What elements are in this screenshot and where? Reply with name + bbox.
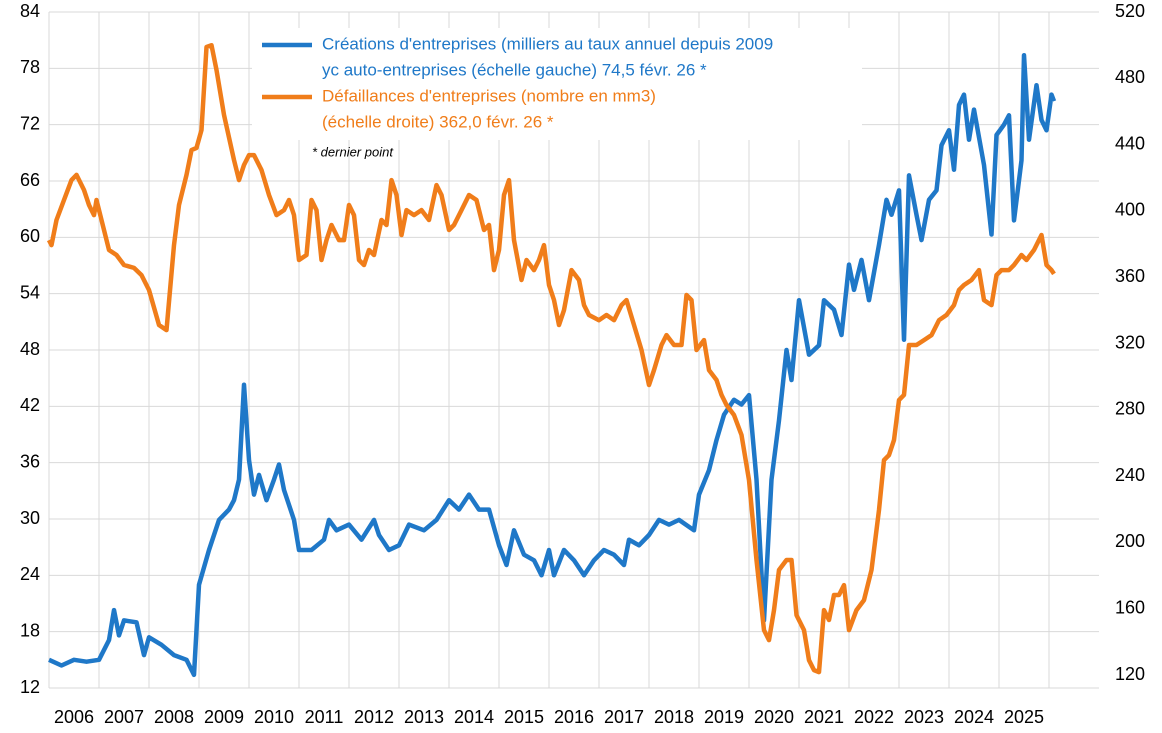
- x-tick-label: 2025: [1004, 707, 1044, 727]
- legend-box: [252, 28, 862, 140]
- series-line: [46, 42, 1056, 675]
- y-tick-label: 72: [20, 113, 40, 133]
- x-tick-label: 2015: [504, 707, 544, 727]
- y2-tick-label: 240: [1115, 465, 1145, 485]
- legend-label: (échelle droite) 362,0 févr. 26 *: [322, 112, 554, 131]
- x-tick-label: 2012: [354, 707, 394, 727]
- y2-tick-label: 200: [1115, 531, 1145, 551]
- y2-tick-label: 320: [1115, 332, 1145, 352]
- legend: Créations d'entreprises (milliers au tau…: [252, 28, 862, 140]
- x-tick-label: 2008: [154, 707, 194, 727]
- y2-tick-label: 360: [1115, 266, 1145, 286]
- x-tick-label: 2024: [954, 707, 994, 727]
- y-tick-label: 54: [20, 282, 40, 302]
- x-tick-label: 2020: [754, 707, 794, 727]
- legend-label: Défaillances d'entreprises (nombre en mm…: [322, 86, 656, 105]
- y2-tick-label: 400: [1115, 200, 1145, 220]
- y2-tick-label: 440: [1115, 133, 1145, 153]
- x-tick-label: 2010: [254, 707, 294, 727]
- y2-tick-label: 120: [1115, 664, 1145, 684]
- y-tick-label: 36: [20, 451, 40, 471]
- x-tick-label: 2009: [204, 707, 244, 727]
- x-tick-label: 2023: [904, 707, 944, 727]
- legend-label: yc auto-entreprises (échelle gauche) 74,…: [322, 60, 707, 79]
- x-tick-label: 2013: [404, 707, 444, 727]
- x-tick-label: 2014: [454, 707, 494, 727]
- x-tick-label: 2006: [54, 707, 94, 727]
- y-tick-label: 66: [20, 170, 40, 190]
- y2-tick-label: 520: [1115, 1, 1145, 21]
- y2-tick-label: 280: [1115, 399, 1145, 419]
- y-tick-label: 18: [20, 620, 40, 640]
- x-tick-label: 2011: [305, 707, 344, 727]
- lines: [46, 42, 1057, 678]
- x-tick-label: 2019: [704, 707, 744, 727]
- y-tick-label: 78: [20, 57, 40, 77]
- y-tick-label: 84: [20, 1, 40, 21]
- legend-label: Créations d'entreprises (milliers au tau…: [322, 34, 773, 53]
- y-tick-label: 12: [20, 677, 40, 697]
- x-tick-label: 2022: [854, 707, 894, 727]
- x-tick-label: 2017: [604, 707, 644, 727]
- x-tick-label: 2007: [104, 707, 144, 727]
- y-tick-label: 48: [20, 339, 40, 359]
- series-line: [48, 52, 1057, 678]
- y2-tick-label: 480: [1115, 67, 1145, 87]
- y2-tick-label: 160: [1115, 598, 1145, 618]
- note: * dernier point: [312, 144, 394, 159]
- x-tick-label: 2016: [554, 707, 594, 727]
- y-tick-label: 60: [20, 226, 40, 246]
- x-tick-label: 2021: [804, 707, 844, 727]
- x-tick-label: 2018: [654, 707, 694, 727]
- y-tick-label: 24: [20, 564, 40, 584]
- y-tick-label: 42: [20, 395, 40, 415]
- y-tick-label: 30: [20, 508, 40, 528]
